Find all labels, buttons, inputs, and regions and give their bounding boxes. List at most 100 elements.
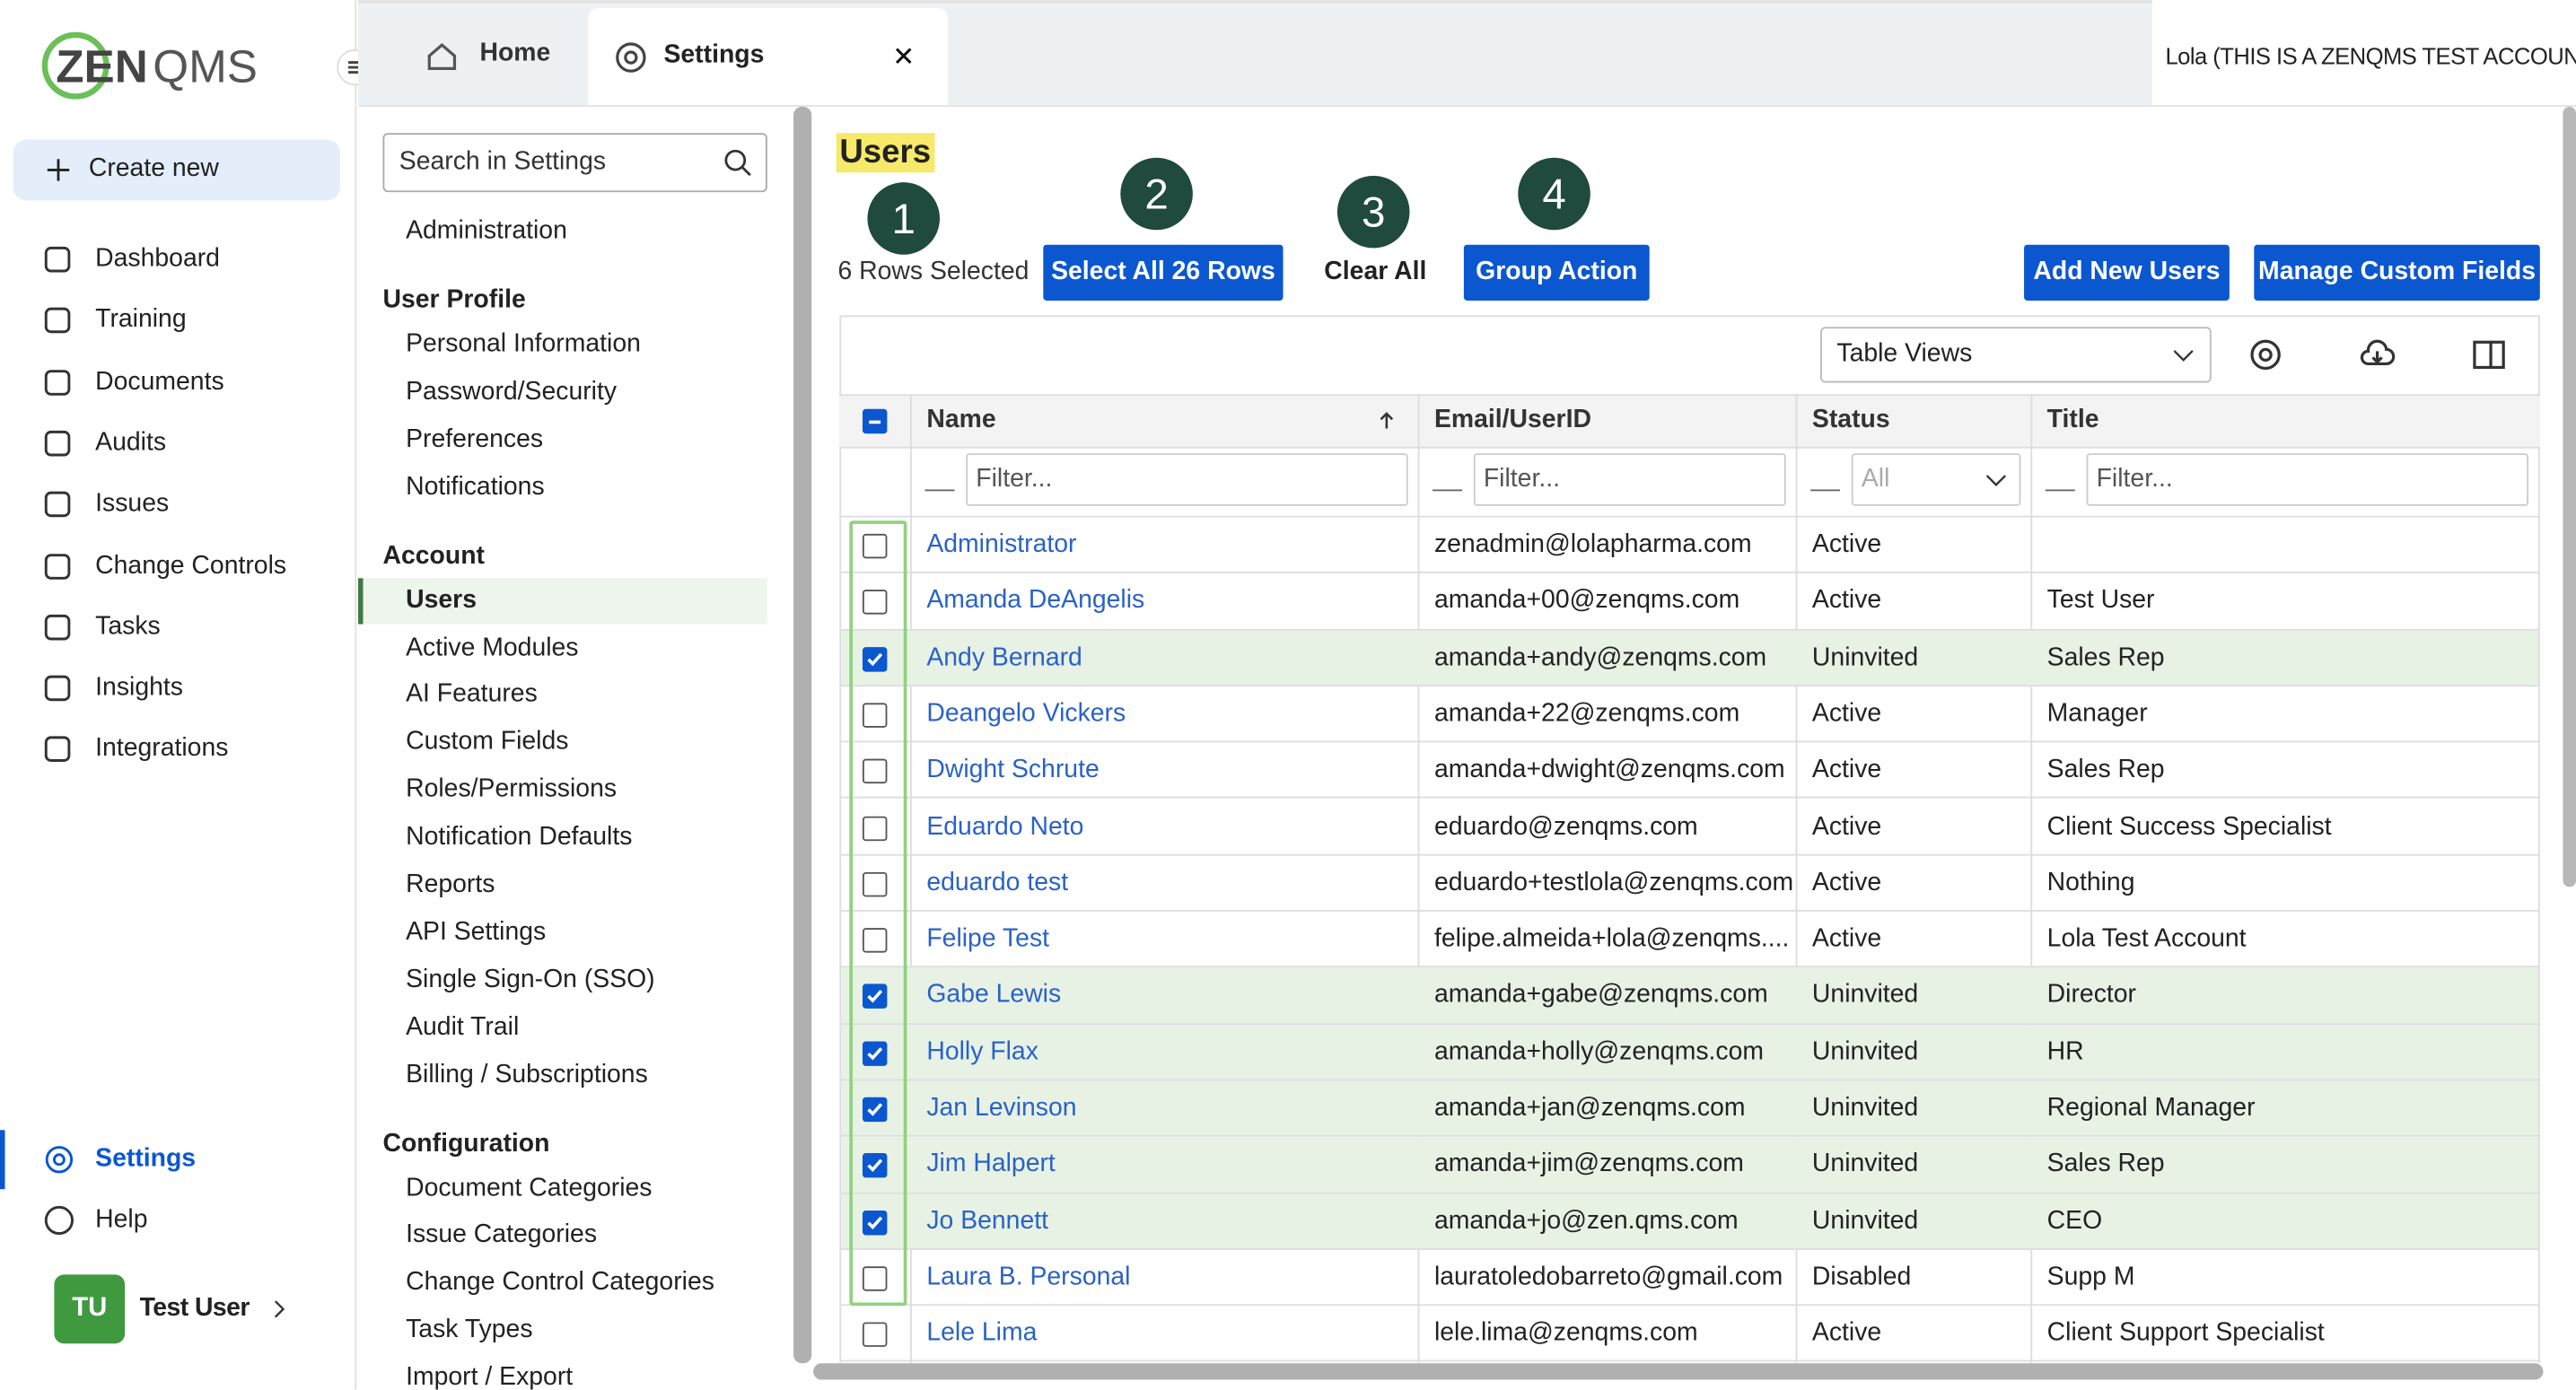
nav-item[interactable]: Audits — [95, 428, 167, 457]
menu-item[interactable]: Active Modules — [406, 633, 579, 661]
filter-input[interactable]: Filter... — [1473, 453, 1786, 506]
user-title: Sales Rep — [2046, 756, 2165, 784]
filter-input[interactable]: All — [1851, 453, 2021, 506]
button[interactable]: Group Action — [1463, 244, 1650, 301]
row-checkbox[interactable] — [862, 984, 888, 1010]
user-name-link[interactable]: Eduardo Neto — [926, 812, 1084, 841]
menu-item[interactable]: Document Categories — [406, 1173, 653, 1202]
menu-item[interactable]: Import / Export — [406, 1363, 574, 1390]
column-header[interactable]: Status — [1811, 406, 1890, 434]
h-scrollbar — [813, 1363, 2544, 1380]
avatar[interactable]: TU — [54, 1274, 126, 1344]
menu-item[interactable]: Audit Trail — [406, 1012, 520, 1041]
nav-item[interactable]: Settings — [95, 1144, 197, 1173]
email: amanda+dwight@zenqms.com — [1433, 756, 1785, 784]
row-checkbox[interactable] — [862, 1097, 888, 1123]
menu-item[interactable]: API Settings — [406, 917, 547, 947]
user-name-link[interactable]: Dwight Schrute — [926, 756, 1100, 784]
button[interactable]: Select All 26 Rows — [1043, 244, 1284, 301]
row-checkbox[interactable] — [862, 1210, 888, 1235]
menu-item[interactable]: Reports — [406, 870, 495, 899]
user-name-link[interactable]: Amanda DeAngelis — [926, 586, 1145, 616]
icon — [41, 427, 74, 460]
row-checkbox[interactable] — [862, 871, 888, 897]
user-name-link[interactable]: Holly Flax — [926, 1037, 1038, 1066]
table-views[interactable]: Table Views — [1820, 327, 2212, 383]
menu-item[interactable]: Roles/Permissions — [406, 775, 618, 804]
row-checkbox[interactable] — [862, 1266, 888, 1291]
table-row — [841, 1137, 2538, 1193]
column-divider — [1417, 394, 1420, 1364]
row-checkbox[interactable] — [862, 533, 888, 559]
menu-item[interactable]: Preferences — [406, 424, 544, 453]
menu-heading: Account — [382, 541, 485, 570]
menu-item[interactable]: Single Sign-On (SSO) — [406, 965, 655, 994]
user-name-link[interactable]: Jo Bennett — [926, 1206, 1048, 1235]
column-outline — [849, 520, 907, 1307]
button[interactable]: Manage Custom Fields — [2254, 244, 2540, 301]
nav-item[interactable]: Dashboard — [95, 244, 220, 273]
icon-graphic — [2250, 339, 2281, 371]
filter-input[interactable]: Filter... — [966, 453, 1408, 506]
button[interactable]: Add New Users — [2024, 244, 2230, 301]
menu-item[interactable]: Task Types — [406, 1316, 533, 1344]
row-checkbox[interactable] — [862, 758, 888, 784]
nav-item[interactable]: Tasks — [95, 612, 161, 641]
menu-item[interactable]: Custom Fields — [406, 728, 569, 756]
tab-active[interactable] — [588, 8, 949, 107]
filter-input[interactable]: Filter... — [2086, 453, 2528, 506]
row-checkbox[interactable] — [862, 928, 888, 953]
menu-heading: Configuration — [382, 1129, 550, 1158]
nav-item[interactable]: Documents — [95, 367, 224, 396]
row-checkbox[interactable] — [862, 815, 888, 841]
row-checkbox[interactable] — [862, 1040, 888, 1066]
nav-item[interactable]: Issues — [95, 489, 170, 518]
row-checkbox[interactable] — [862, 1322, 888, 1348]
user-name-link[interactable]: eduardo test — [926, 868, 1069, 897]
account-name: Lola (THIS IS A ZENQMS TEST ACCOUNT) — [2165, 42, 2576, 69]
user-name[interactable]: Test User — [139, 1294, 250, 1323]
table-row — [841, 855, 2538, 913]
menu-item[interactable]: Personal Information — [406, 329, 641, 359]
menu-item[interactable]: Notification Defaults — [406, 823, 633, 852]
create-button[interactable]: Create new — [13, 139, 340, 201]
user-name-link[interactable]: Deangelo Vickers — [926, 699, 1126, 728]
row-checkbox[interactable] — [862, 646, 888, 671]
menu-item[interactable]: Users — [406, 585, 477, 614]
row-checkbox[interactable] — [862, 703, 888, 728]
menu-item[interactable]: Administration — [406, 216, 567, 245]
nav-item[interactable]: Change Controls — [95, 551, 287, 580]
tab[interactable]: Home — [479, 39, 551, 68]
table-row — [841, 1193, 2538, 1250]
user-name-link[interactable]: Felipe Test — [926, 924, 1050, 953]
email: amanda+andy@zenqms.com — [1433, 643, 1767, 671]
user-name-link[interactable]: Jim Halpert — [926, 1150, 1056, 1178]
nav-item[interactable]: Integrations — [95, 734, 229, 764]
menu-item[interactable]: Billing / Subscriptions — [406, 1060, 648, 1088]
icon-graphic — [44, 675, 71, 702]
nav-item[interactable]: Help — [95, 1205, 148, 1234]
settings-search[interactable]: Search in Settings — [382, 133, 767, 193]
row-checkbox[interactable] — [862, 590, 888, 616]
menu-item[interactable]: Notifications — [406, 472, 545, 501]
button[interactable]: Clear All — [1324, 258, 1427, 286]
menu-item[interactable]: Password/Security — [406, 377, 618, 406]
nav-item[interactable]: Training — [95, 305, 187, 335]
column-header[interactable]: Email/UserID — [1433, 406, 1591, 434]
row-checkbox[interactable] — [862, 1153, 888, 1178]
column-header[interactable]: Name — [926, 406, 996, 434]
user-name-link[interactable]: Administrator — [926, 530, 1077, 559]
user-name-link[interactable]: Lele Lima — [926, 1319, 1038, 1348]
menu-item[interactable]: AI Features — [406, 680, 538, 709]
status: Uninvited — [1811, 981, 1919, 1010]
user-name-link[interactable]: Gabe Lewis — [926, 981, 1062, 1010]
tab[interactable]: Settings — [663, 40, 765, 69]
user-name-link[interactable]: Andy Bernard — [926, 643, 1082, 671]
user-name-link[interactable]: Jan Levinson — [926, 1094, 1077, 1123]
column-header[interactable]: Title — [2046, 406, 2099, 434]
user-name-link[interactable]: Laura B. Personal — [926, 1263, 1131, 1291]
menu-item[interactable]: Change Control Categories — [406, 1268, 714, 1297]
nav-item[interactable]: Insights — [95, 673, 183, 702]
user-title: Test User — [2046, 586, 2155, 616]
menu-item[interactable]: Issue Categories — [406, 1220, 598, 1249]
